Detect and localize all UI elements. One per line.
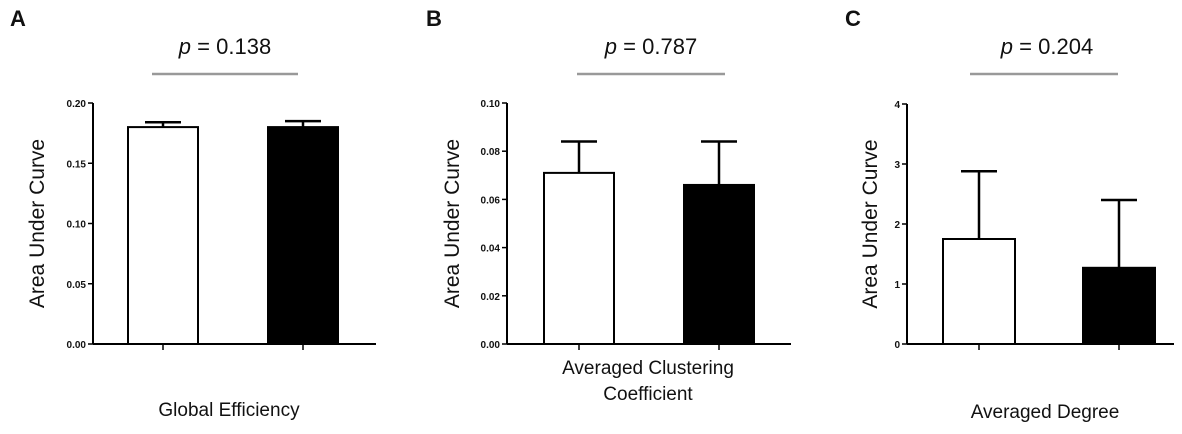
y-tick-label: 4 xyxy=(894,100,900,111)
p-value-label: p = 0.204 xyxy=(1000,34,1093,59)
p-symbol: p xyxy=(604,34,617,59)
y-tick-label: 0.10 xyxy=(481,99,501,110)
y-axis-label: Area Under Curve xyxy=(859,139,882,308)
x-axis-label: Coefficient xyxy=(603,384,693,405)
y-tick-label: 2 xyxy=(894,220,900,231)
y-tick-label: 0.15 xyxy=(67,159,87,170)
panel-letter: C xyxy=(845,6,861,31)
y-tick-label: 1 xyxy=(894,280,900,291)
chart-panel-a: Ap = 0.138 0.00 0.05 0.10 0.15 0.20 Area Under… xyxy=(10,6,376,421)
y-tick-label: 0.00 xyxy=(481,340,501,351)
y-tick-label: 0 xyxy=(894,340,900,351)
y-axis-label: Area Under Curve xyxy=(26,139,49,308)
p-value-label: p = 0.138 xyxy=(178,34,271,59)
panel-letter: B xyxy=(426,6,442,31)
chart-panel-b: Bp = 0.787 0.00 0.02 0.04 0.06 0.08 0.10 Area U… xyxy=(426,6,791,405)
p-symbol: p xyxy=(1000,34,1013,59)
p-value-label: p = 0.787 xyxy=(604,34,697,59)
y-axis-label: Area Under Curve xyxy=(441,139,464,308)
y-tick-label: 0.02 xyxy=(481,292,501,303)
bar xyxy=(683,183,755,345)
y-tick-label: 0.05 xyxy=(67,280,87,291)
y-tick-label: 0.00 xyxy=(67,340,87,351)
bar xyxy=(267,126,339,345)
y-tick-label: 0.20 xyxy=(67,99,87,110)
y-tick-label: 0.10 xyxy=(67,220,87,231)
x-axis-label: Averaged Clustering xyxy=(562,358,734,379)
p-value: = 0.787 xyxy=(617,34,697,59)
bar xyxy=(127,126,199,345)
y-tick-label: 0.06 xyxy=(481,195,501,206)
y-tick-label: 0.08 xyxy=(481,147,501,158)
p-symbol: p xyxy=(178,34,191,59)
x-axis-label: Global Efficiency xyxy=(158,400,300,421)
panel-letter: A xyxy=(10,6,26,31)
chart-panel-c: Cp = 0.204 0 1 2 3 4 Area Under Curve Averaged … xyxy=(845,6,1174,423)
bar xyxy=(942,238,1016,345)
bar xyxy=(543,171,615,345)
p-value: = 0.138 xyxy=(191,34,271,59)
bar xyxy=(1082,266,1156,345)
y-tick-label: 0.04 xyxy=(481,244,501,255)
x-axis-label: Averaged Degree xyxy=(971,402,1120,423)
p-value: = 0.204 xyxy=(1013,34,1093,59)
y-tick-label: 3 xyxy=(894,160,900,171)
